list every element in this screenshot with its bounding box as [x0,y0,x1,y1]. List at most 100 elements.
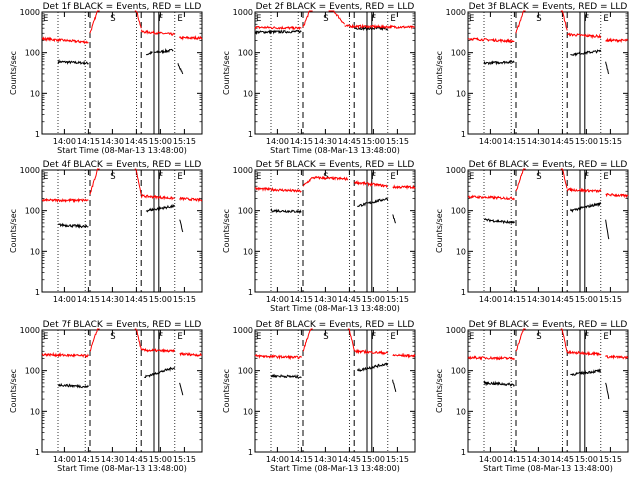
x-axis-label: Start Time (08-Mar-13 13:48:00) [57,146,187,155]
lld-trace [254,25,302,31]
events-trace [179,219,184,233]
marker-s: S [110,14,115,24]
events-trace [483,380,515,388]
lld-trace [467,194,515,201]
lld-trace [566,32,602,40]
lld-trace [467,355,515,361]
marker-f: F [584,172,589,182]
x-tick-label: 14:30 [101,455,124,464]
marker-e: E [256,332,261,342]
x-tick-label: 15:15 [386,137,409,146]
lld-trace [392,184,416,191]
y-tick-label: 100 [451,207,466,216]
lld-trace [140,347,176,353]
y-axis-label: Counts/sec [435,369,444,413]
x-tick-label: 15:00 [362,137,385,146]
x-tick-label: 15:00 [149,295,172,304]
y-tick-label: 100 [238,207,253,216]
marker-s: S [323,172,328,182]
marker-f: F [371,332,376,342]
x-tick-label: 14:00 [266,455,289,464]
x-tick-label: 15:15 [386,455,409,464]
marker-f: F [584,14,589,24]
marker-f: F [158,14,163,24]
lld-trace [41,36,89,45]
x-tick-label: 14:15 [77,295,100,304]
y-axis-label: Counts/sec [435,209,444,253]
events-trace [57,382,89,389]
marker-f: F [371,14,376,24]
x-tick-label: 14:15 [77,137,100,146]
plot-frame [467,11,629,135]
y-tick-label: 10 [456,407,466,416]
y-tick-label: 100 [25,207,40,216]
marker-f: F [158,172,163,182]
x-tick-label: 15:00 [362,295,385,304]
panel-title: Det 2f BLACK = Events, RED = LLD [256,2,415,12]
lld-trace [41,351,89,359]
y-tick-label: 10 [30,247,40,256]
lld-trace [179,351,203,358]
marker-s: S [536,172,541,182]
y-tick-label: 1000 [233,326,253,335]
y-axis-label: Counts/sec [222,51,231,95]
marker-s: S [536,332,541,342]
panel-title: Det 1f BLACK = Events, RED = LLD [43,2,202,12]
x-tick-label: 14:15 [290,295,313,304]
lld-trace [560,10,568,31]
marker-e: E [43,14,48,24]
x-tick-label: 14:45 [551,137,574,146]
x-tick-label: 15:00 [575,295,598,304]
x-axis-label: Start Time (08-Mar-13 13:48:00) [483,464,613,473]
plot-frame [254,169,416,293]
marker-e: E [256,172,261,182]
y-tick-label: 10 [30,89,40,98]
lld-trace [179,35,203,41]
marker-e: E [603,14,608,24]
y-tick-label: 100 [451,367,466,376]
events-trace [145,203,175,213]
panel-1: Det 1f BLACK = Events, RED = LLD 1 10 100 10… [9,2,203,155]
lld-trace [468,36,515,44]
marker-e: E [469,14,474,24]
x-tick-label: 14:15 [77,455,100,464]
lld-trace [134,328,142,350]
lld-trace [567,349,602,357]
x-tick-label: 14:30 [101,295,124,304]
y-axis-label: Counts/sec [9,209,18,253]
x-tick-label: 15:00 [149,455,172,464]
plot-frame [467,329,629,453]
x-tick-label: 14:45 [338,295,361,304]
x-tick-label: 14:30 [314,295,337,304]
lld-trace [515,168,526,192]
lld-trace [560,168,568,189]
y-axis-label: Counts/sec [222,369,231,413]
lld-trace [254,186,302,193]
lld-trace [312,175,349,182]
lld-trace [89,168,100,195]
y-tick-label: 10 [243,247,253,256]
plot-frame [41,329,203,453]
marker-e: E [603,172,608,182]
marker-e: E [43,172,48,182]
x-tick-label: 14:30 [527,137,550,146]
lld-trace [89,10,100,34]
x-tick-label: 14:45 [125,137,148,146]
plot-frame [41,169,203,293]
x-tick-label: 14:00 [479,455,502,464]
y-axis-label: Counts/sec [222,209,231,253]
x-tick-label: 14:45 [338,455,361,464]
lld-trace [140,193,176,201]
marker-s: S [536,14,541,24]
y-tick-label: 1 [248,288,253,297]
events-trace [254,29,302,36]
events-trace [483,218,515,225]
x-tick-label: 15:00 [362,455,385,464]
lld-trace [328,10,345,25]
lld-trace [566,186,602,194]
y-tick-label: 1 [461,288,466,297]
lld-trace [353,348,389,356]
x-tick-label: 14:45 [338,137,361,146]
events-trace [605,382,610,400]
